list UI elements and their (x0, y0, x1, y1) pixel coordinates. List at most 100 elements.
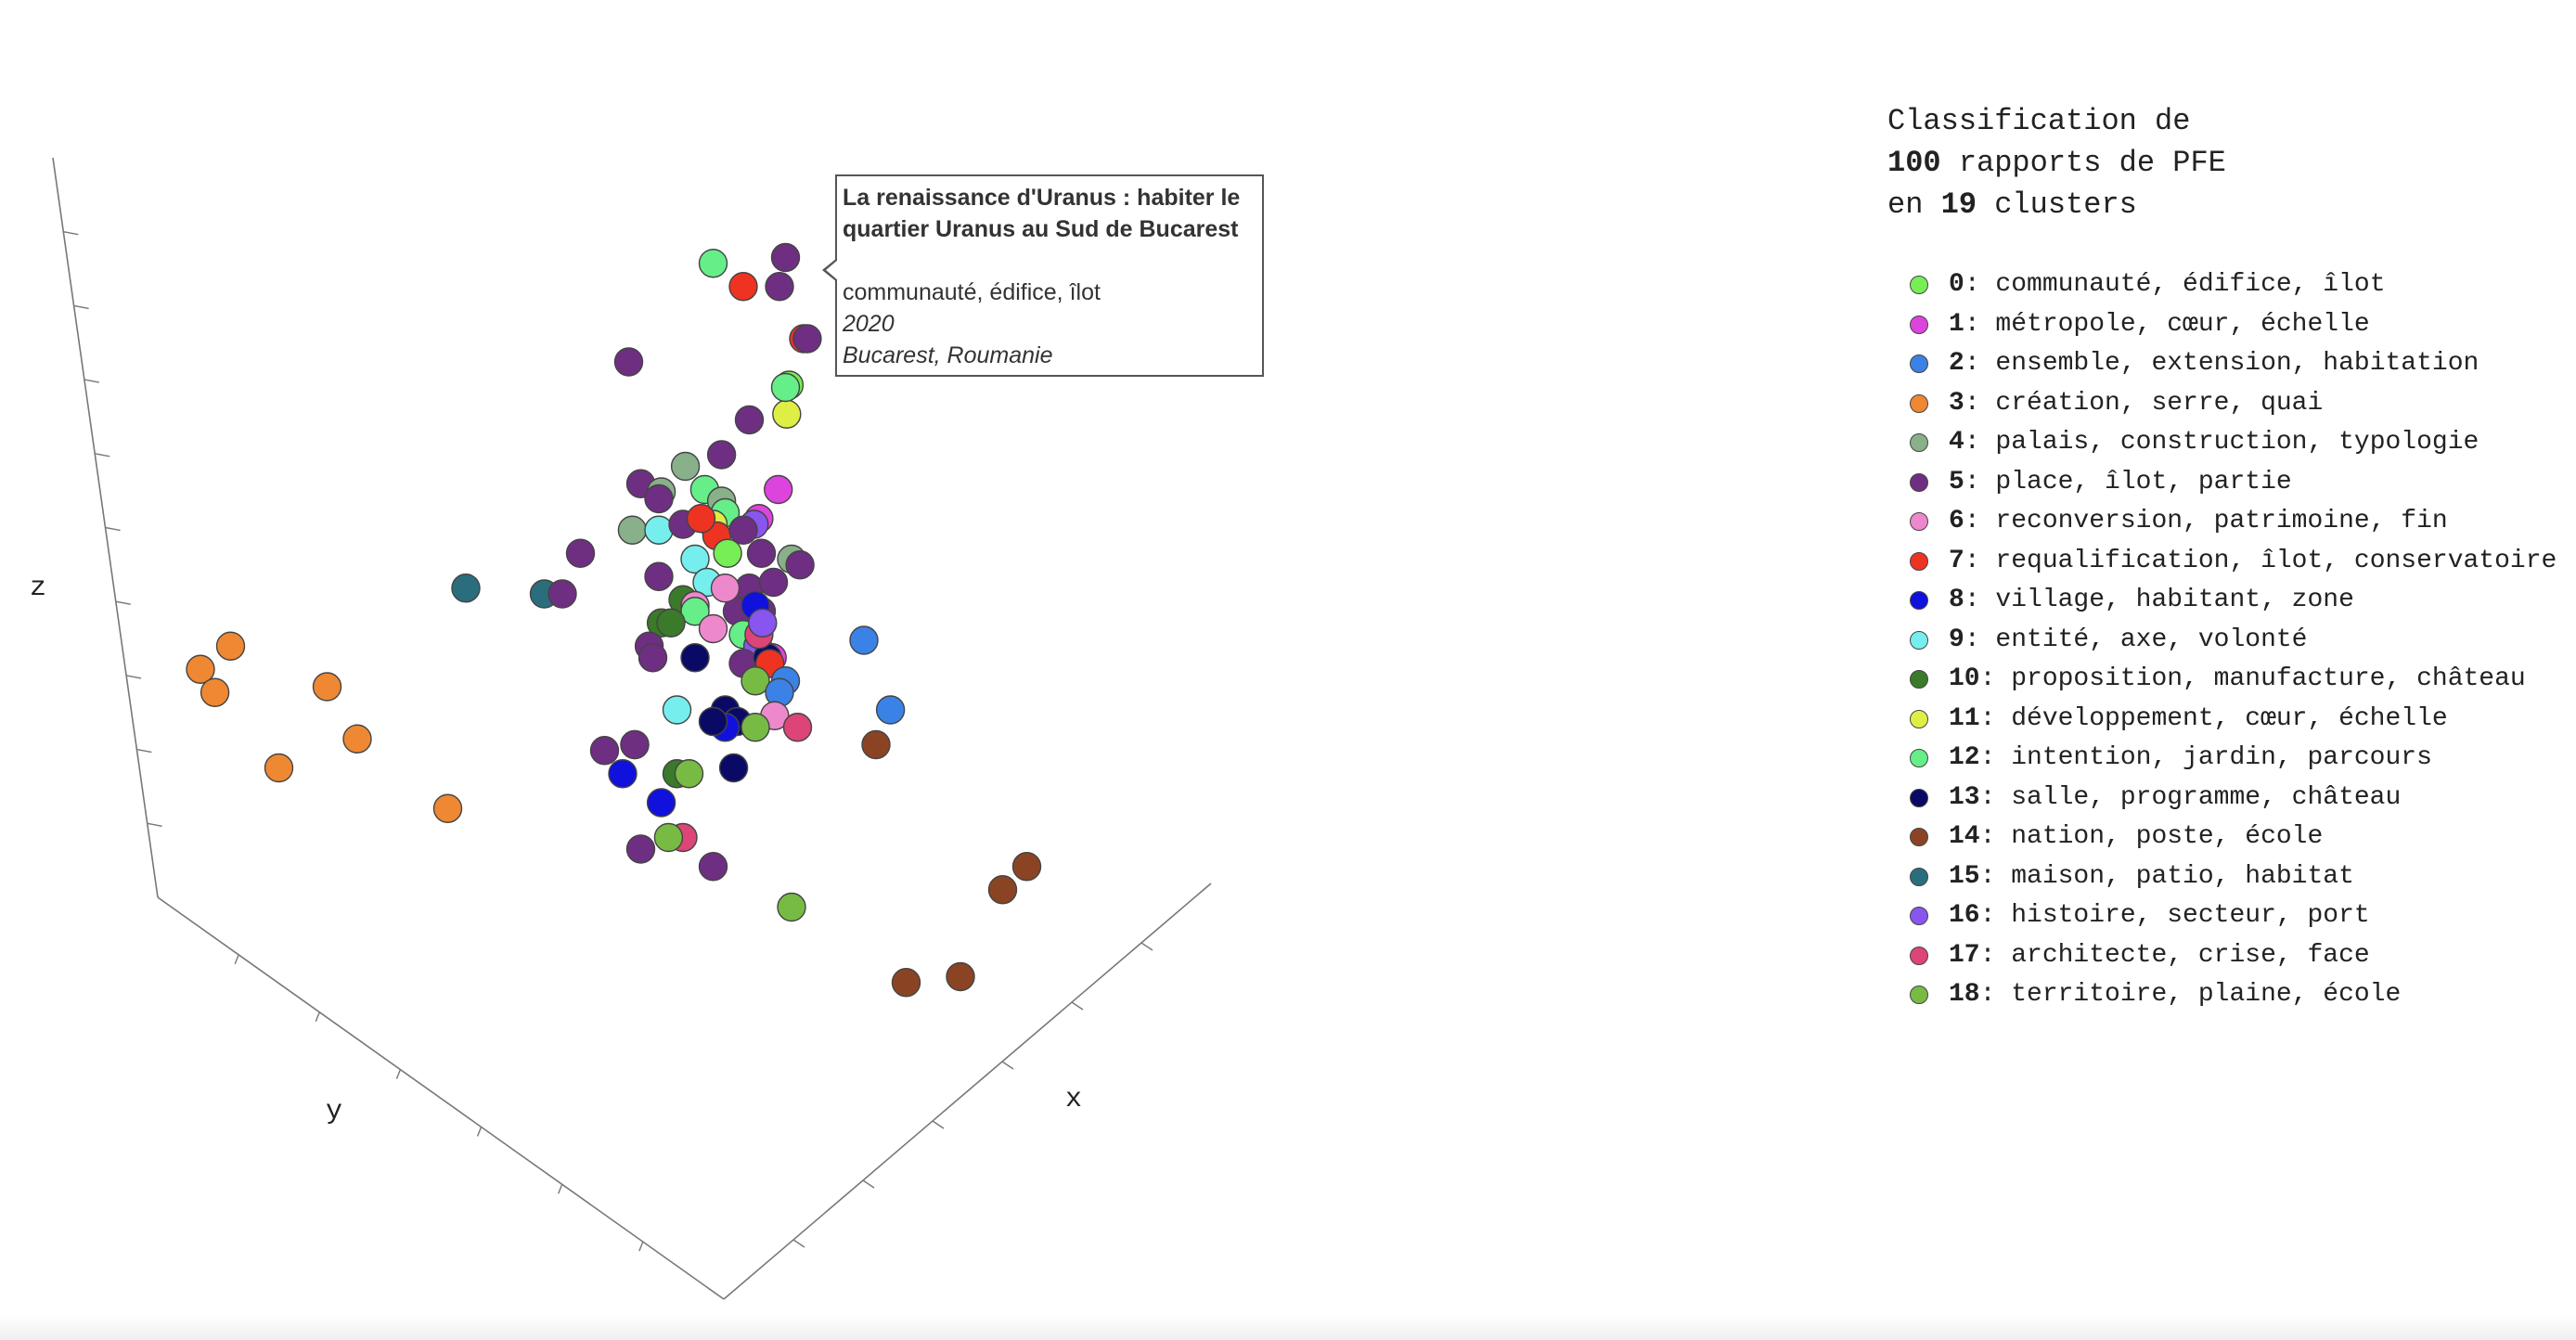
data-points[interactable] (186, 242, 1042, 998)
data-point-cluster-6[interactable] (698, 613, 728, 644)
legend-item-11[interactable]: 11: développement, cœur, échelle (1910, 700, 2557, 740)
legend-cluster-number: 8 (1949, 586, 1964, 614)
data-point-cluster-3[interactable] (186, 654, 215, 684)
legend-item-7[interactable]: 7: requalification, îlot, conservatoire (1910, 542, 2557, 582)
data-point-cluster-5[interactable] (792, 324, 822, 354)
data-point-cluster-3[interactable] (215, 631, 246, 661)
data-point-cluster-14[interactable] (946, 961, 975, 992)
data-point-cluster-18[interactable] (777, 892, 806, 922)
data-point-cluster-5[interactable] (589, 736, 620, 766)
data-point-cluster-5[interactable] (758, 567, 789, 598)
data-point-cluster-2[interactable] (875, 695, 906, 725)
data-point-cluster-14[interactable] (1011, 852, 1042, 882)
data-point-cluster-14[interactable] (861, 729, 891, 760)
data-point-cluster-5[interactable] (706, 440, 737, 470)
legend-item-1[interactable]: 1: métropole, cœur, échelle (1910, 305, 2557, 345)
data-point-cluster-11[interactable] (772, 399, 802, 429)
data-point-cluster-14[interactable] (987, 875, 1018, 905)
legend-cluster-number: 2 (1949, 349, 1964, 378)
data-point-cluster-12[interactable] (698, 249, 728, 278)
legend-item-5[interactable]: 5: place, îlot, partie (1910, 463, 2557, 503)
legend-item-2[interactable]: 2: ensemble, extension, habitation (1910, 344, 2557, 384)
data-point-cluster-12[interactable] (770, 372, 801, 403)
data-point-cluster-18[interactable] (653, 822, 684, 853)
legend-cluster-label: métropole, cœur, échelle (1995, 309, 2370, 339)
data-point-cluster-17[interactable] (782, 713, 813, 742)
data-point-cluster-5[interactable] (765, 272, 794, 302)
legend-separator: : (1964, 270, 1996, 299)
legend-cluster-label: intention, jardin, parcours (2011, 743, 2432, 772)
legend-item-16[interactable]: 16: histoire, secteur, port (1910, 896, 2557, 936)
legend-item-6[interactable]: 6: reconversion, patrimoine, fin (1910, 502, 2557, 542)
data-point-cluster-4[interactable] (670, 451, 701, 482)
data-point-cluster-5[interactable] (728, 515, 758, 545)
data-point-cluster-5[interactable] (746, 538, 777, 568)
data-point-cluster-9[interactable] (662, 695, 692, 725)
data-point-cluster-3[interactable] (264, 753, 294, 783)
x-axis-tick (1071, 1001, 1084, 1011)
data-point-cluster-2[interactable] (849, 625, 879, 655)
data-point-cluster-18[interactable] (674, 759, 704, 789)
data-point-cluster-10[interactable] (656, 608, 686, 638)
data-point-cluster-9[interactable] (680, 544, 710, 574)
data-point-cluster-8[interactable] (646, 788, 676, 818)
data-point-cluster-5[interactable] (620, 729, 650, 760)
data-point-cluster-5[interactable] (625, 834, 656, 864)
legend-cluster-label: nation, poste, école (2011, 822, 2324, 851)
scatter-3d-plot[interactable]: z y x (0, 0, 1392, 1340)
data-point-cluster-5[interactable] (770, 242, 801, 273)
y-axis-tick (395, 1069, 402, 1079)
legend-cluster-label: création, serre, quai (1995, 388, 2324, 418)
legend-item-3[interactable]: 3: création, serre, quai (1910, 384, 2557, 424)
legend-item-10[interactable]: 10: proposition, manufacture, château (1910, 660, 2557, 700)
data-point-cluster-3[interactable] (200, 677, 230, 707)
data-point-cluster-3[interactable] (432, 793, 463, 823)
legend-item-15[interactable]: 15: maison, patio, habitat (1910, 857, 2557, 897)
legend-item-9[interactable]: 9: entité, axe, volonté (1910, 621, 2557, 661)
data-point-cluster-13[interactable] (718, 753, 749, 783)
data-point-cluster-3[interactable] (342, 724, 372, 754)
data-point-cluster-4[interactable] (617, 515, 648, 545)
legend-item-18[interactable]: 18: territoire, plaine, école (1910, 975, 2557, 1015)
data-point-cluster-12[interactable] (680, 597, 710, 626)
data-point-cluster-18[interactable] (741, 666, 770, 696)
data-point-cluster-13[interactable] (698, 706, 728, 737)
legend-dot-icon (1910, 907, 1928, 926)
legend-item-8[interactable]: 8: village, habitant, zone (1910, 581, 2557, 621)
legend-item-14[interactable]: 14: nation, poste, école (1910, 818, 2557, 857)
data-point-cluster-16[interactable] (748, 608, 778, 638)
data-point-cluster-5[interactable] (785, 550, 815, 580)
data-point-cluster-8[interactable] (608, 759, 638, 789)
data-point-cluster-5[interactable] (644, 483, 674, 514)
data-point-cluster-5[interactable] (565, 538, 596, 568)
data-point-cluster-5[interactable] (698, 852, 728, 882)
data-point-cluster-7[interactable] (728, 272, 758, 302)
data-point-cluster-0[interactable] (713, 538, 742, 568)
legend-item-4[interactable]: 4: palais, construction, typologie (1910, 423, 2557, 463)
data-point-cluster-1[interactable] (764, 474, 793, 505)
data-point-cluster-5[interactable] (644, 561, 674, 591)
legend-dot-icon (1910, 986, 1928, 1005)
legend-item-17[interactable]: 17: architecte, crise, face (1910, 936, 2557, 976)
data-point-cluster-3[interactable] (312, 672, 342, 702)
data-point-cluster-6[interactable] (710, 573, 741, 603)
data-point-cluster-15[interactable] (451, 573, 481, 603)
legend-cluster-number: 1 (1949, 309, 1964, 339)
legend-cluster-number: 14 (1949, 822, 1980, 851)
legend-item-0[interactable]: 0: communauté, édifice, îlot (1910, 265, 2557, 305)
data-point-cluster-5[interactable] (734, 405, 765, 435)
data-point-cluster-14[interactable] (891, 968, 921, 998)
legend-separator: : (1964, 586, 1996, 614)
legend-item-12[interactable]: 12: intention, jardin, parcours (1910, 739, 2557, 779)
data-point-cluster-5[interactable] (638, 643, 668, 673)
legend-item-13[interactable]: 13: salle, programme, château (1910, 779, 2557, 818)
data-point-cluster-9[interactable] (644, 515, 674, 545)
cluster-count: 19 (1940, 187, 1977, 222)
data-point-cluster-13[interactable] (680, 643, 710, 673)
data-point-cluster-18[interactable] (741, 713, 770, 742)
data-point-cluster-5[interactable] (613, 347, 644, 377)
data-point-cluster-7[interactable] (686, 504, 716, 534)
legend-dot-icon (1910, 709, 1928, 728)
legend-cluster-label: entité, axe, volonté (1995, 625, 2308, 654)
data-point-cluster-5[interactable] (547, 579, 577, 609)
